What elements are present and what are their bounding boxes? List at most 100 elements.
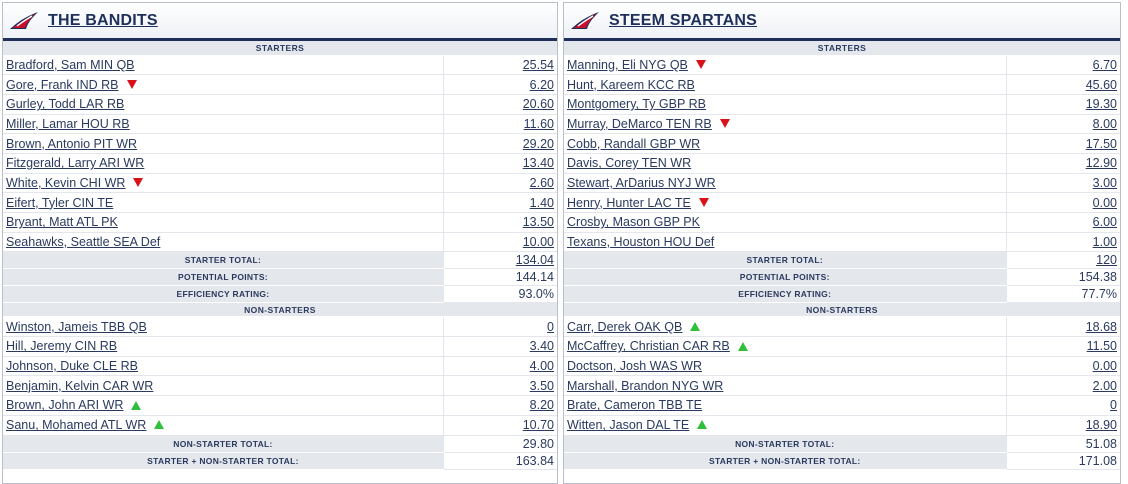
starter-row: Bradford, Sam MIN QB 25.54	[3, 55, 557, 76]
team-panel-right: STEEM SPARTANS STARTERS Manning, Eli NYG Q…	[563, 2, 1121, 484]
player-points-link[interactable]: 13.50	[442, 212, 557, 233]
player-name-link[interactable]: Hunt, Kareem KCC RB	[567, 77, 695, 92]
player-points-link[interactable]: 10.00	[442, 232, 557, 253]
player-name-link[interactable]: Texans, Houston HOU Def	[567, 235, 715, 250]
player-points-link[interactable]: 0	[442, 316, 557, 338]
player-points-link[interactable]: 20.60	[442, 94, 557, 115]
player-points-link[interactable]: 6.20	[442, 74, 557, 95]
player-name-link[interactable]: Davis, Corey TEN WR	[567, 156, 692, 171]
starter-total-label: STARTER TOTAL:	[3, 251, 444, 270]
starters-header: STARTERS	[564, 41, 1120, 56]
player-name-link[interactable]: Brown, John ARI WR	[6, 398, 124, 413]
player-points-link[interactable]: 13.40	[442, 153, 557, 174]
team-logo-icon	[571, 11, 599, 29]
player-points-link[interactable]: 18.68	[1005, 316, 1120, 338]
player-name-link[interactable]: Hill, Jeremy CIN RB	[6, 339, 118, 354]
nonstarter-row: Winston, Jameis TBB QB 0	[3, 316, 557, 338]
starter-total-label: STARTER TOTAL:	[564, 251, 1007, 270]
player-points-link[interactable]: 11.50	[1005, 336, 1120, 357]
player-name-link[interactable]: Winston, Jameis TBB QB	[6, 319, 147, 334]
player-name-link[interactable]: Bryant, Matt ATL PK	[6, 215, 118, 230]
nonstarter-total-row: NON-STARTER TOTAL: 51.08	[564, 435, 1120, 453]
player-name-link[interactable]: Brate, Cameron TBB TE	[567, 398, 703, 413]
player-points-link[interactable]: 6.00	[1005, 212, 1120, 233]
player-name-link[interactable]: Doctson, Josh WAS WR	[567, 359, 702, 374]
player-points-link[interactable]: 0.00	[1005, 192, 1120, 213]
trend-up-icon	[131, 400, 142, 410]
player-name-link[interactable]: Murray, DeMarco TEN RB	[567, 116, 712, 131]
player-points-link[interactable]: 0	[1005, 395, 1120, 416]
player-points-link[interactable]: 1.00	[1005, 232, 1120, 253]
starter-row: Bryant, Matt ATL PK 13.50	[3, 212, 557, 233]
player-points-link[interactable]: 11.60	[442, 114, 557, 135]
player-name-link[interactable]: Crosby, Mason GBP PK	[567, 215, 700, 230]
player-points-link[interactable]: 8.00	[1005, 114, 1120, 135]
player-points-link[interactable]: 1.40	[442, 192, 557, 213]
starter-row: Manning, Eli NYG QB 6.70	[564, 55, 1120, 76]
starter-row: Crosby, Mason GBP PK 6.00	[564, 212, 1120, 233]
player-points-link[interactable]: 2.00	[1005, 375, 1120, 397]
efficiency-rating-row: EFFICIENCY RATING: 77.7%	[564, 285, 1120, 304]
trend-down-icon	[719, 119, 730, 129]
player-points-link[interactable]: 4.00	[442, 356, 557, 377]
player-points-link[interactable]: 25.54	[442, 55, 557, 76]
starter-row: Seahawks, Seattle SEA Def 10.00	[3, 232, 557, 253]
player-name-link[interactable]: Carr, Derek OAK QB	[567, 319, 683, 334]
potential-points-label: POTENTIAL POINTS:	[564, 268, 1007, 287]
player-points-link[interactable]: 19.30	[1005, 94, 1120, 115]
starter-total-value[interactable]: 134.04	[442, 251, 557, 270]
efficiency-rating-label: EFFICIENCY RATING:	[3, 285, 444, 304]
player-name-link[interactable]: Stewart, ArDarius NYJ WR	[567, 175, 716, 190]
nonstarter-row: Hill, Jeremy CIN RB 3.40	[3, 336, 557, 357]
player-name-link[interactable]: Seahawks, Seattle SEA Def	[6, 235, 161, 250]
player-name-link[interactable]: Bradford, Sam MIN QB	[6, 57, 135, 72]
nonstarter-total-value: 51.08	[1005, 435, 1120, 453]
player-points-link[interactable]: 17.50	[1005, 133, 1120, 154]
player-name-link[interactable]: Johnson, Duke CLE RB	[6, 359, 139, 374]
player-name-link[interactable]: Marshall, Brandon NYG WR	[567, 378, 724, 393]
player-points-link[interactable]: 12.90	[1005, 153, 1120, 174]
player-name-link[interactable]: Eifert, Tyler CIN TE	[6, 195, 114, 210]
player-name-link[interactable]: Witten, Jason DAL TE	[567, 418, 690, 433]
player-name-link[interactable]: Fitzgerald, Larry ARI WR	[6, 156, 145, 171]
player-name-link[interactable]: McCaffrey, Christian CAR RB	[567, 339, 730, 354]
combined-total-label: STARTER + NON-STARTER TOTAL:	[3, 452, 444, 470]
combined-total-row: STARTER + NON-STARTER TOTAL: 171.08	[564, 452, 1120, 470]
player-points-link[interactable]: 3.00	[1005, 173, 1120, 194]
player-name-link[interactable]: Gore, Frank IND RB	[6, 77, 119, 92]
player-points-link[interactable]: 0.00	[1005, 356, 1120, 377]
player-name-link[interactable]: Gurley, Todd LAR RB	[6, 97, 125, 112]
player-name-link[interactable]: Miller, Lamar HOU RB	[6, 116, 130, 131]
starter-total-value[interactable]: 120	[1005, 251, 1120, 270]
starter-row: Texans, Houston HOU Def 1.00	[564, 232, 1120, 253]
nonstarter-row: McCaffrey, Christian CAR RB 11.50	[564, 336, 1120, 357]
starter-row: Henry, Hunter LAC TE 0.00	[564, 192, 1120, 213]
player-points-link[interactable]: 8.20	[442, 395, 557, 416]
player-name-link[interactable]: Brown, Antonio PIT WR	[6, 136, 138, 151]
player-name-link[interactable]: Montgomery, Ty GBP RB	[567, 97, 706, 112]
player-points-link[interactable]: 3.40	[442, 336, 557, 357]
nonstarter-row: Brate, Cameron TBB TE 0	[564, 395, 1120, 416]
player-name-link[interactable]: Sanu, Mohamed ATL WR	[6, 418, 147, 433]
player-points-link[interactable]: 18.90	[1005, 415, 1120, 436]
player-name-link[interactable]: Henry, Hunter LAC TE	[567, 195, 691, 210]
player-points-link[interactable]: 45.60	[1005, 74, 1120, 95]
starter-row: Montgomery, Ty GBP RB 19.30	[564, 94, 1120, 115]
nonstarter-row: Benjamin, Kelvin CAR WR 3.50	[3, 375, 557, 397]
player-name-link[interactable]: White, Kevin CHI WR	[6, 175, 126, 190]
player-name-link[interactable]: Manning, Eli NYG QB	[567, 57, 688, 72]
player-points-link[interactable]: 6.70	[1005, 55, 1120, 76]
roster-table: STARTERS Manning, Eli NYG QB 6.70 Hunt, Kar…	[564, 41, 1120, 470]
nonstarter-total-label: NON-STARTER TOTAL:	[3, 435, 444, 453]
player-points-link[interactable]: 3.50	[442, 375, 557, 397]
player-name-link[interactable]: Benjamin, Kelvin CAR WR	[6, 378, 154, 393]
potential-points-value: 154.38	[1005, 268, 1120, 287]
player-points-link[interactable]: 2.60	[442, 173, 557, 194]
player-name-link[interactable]: Cobb, Randall GBP WR	[567, 136, 701, 151]
team-name-link[interactable]: STEEM SPARTANS	[609, 11, 757, 29]
team-name-link[interactable]: THE BANDITS	[48, 11, 158, 29]
player-points-link[interactable]: 29.20	[442, 133, 557, 154]
starter-row: Gurley, Todd LAR RB 20.60	[3, 94, 557, 115]
player-points-link[interactable]: 10.70	[442, 415, 557, 436]
trend-up-icon	[154, 420, 165, 430]
